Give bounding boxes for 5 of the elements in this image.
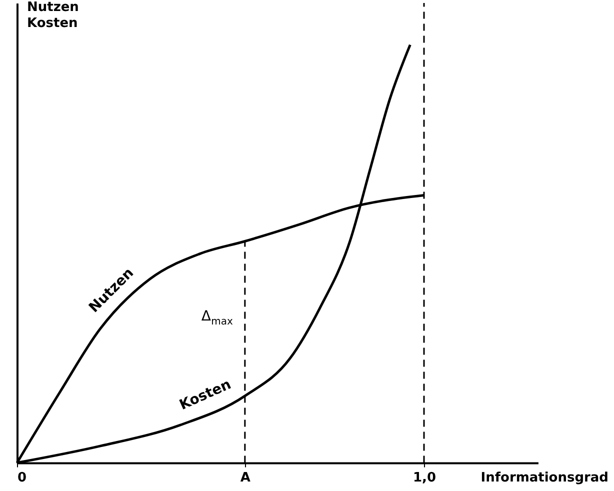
- x-tick-label: 0: [18, 470, 27, 486]
- x-tick-label: A: [240, 470, 250, 486]
- y-axis-title: Nutzen Kosten: [27, 0, 79, 31]
- x-axis-title: Informationsgrad: [480, 470, 608, 486]
- x-tick-label: 1,0: [412, 470, 436, 486]
